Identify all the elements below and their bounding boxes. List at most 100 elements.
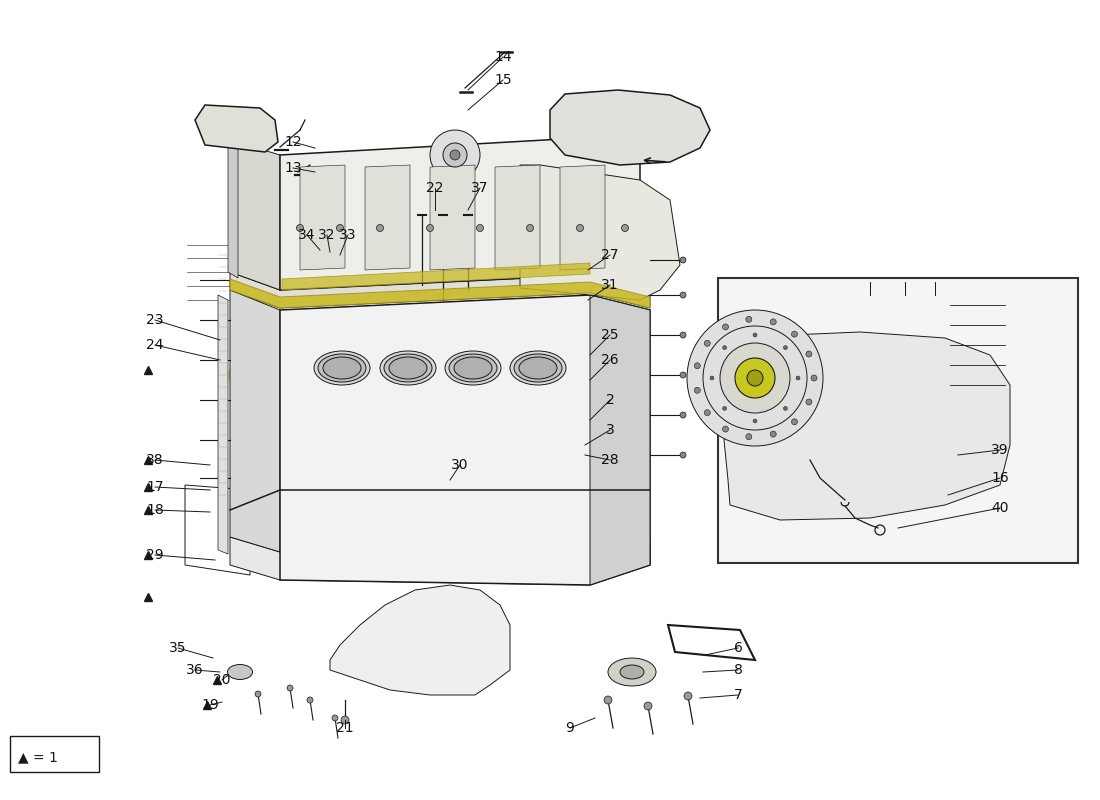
Text: 12: 12 <box>284 135 301 149</box>
Circle shape <box>443 143 468 167</box>
Circle shape <box>287 685 293 691</box>
Text: 34: 34 <box>298 228 316 242</box>
Circle shape <box>770 431 777 437</box>
Circle shape <box>754 419 757 423</box>
Circle shape <box>297 225 304 231</box>
Circle shape <box>621 225 628 231</box>
Text: 6: 6 <box>734 641 742 655</box>
Text: 32: 32 <box>318 228 336 242</box>
Text: 25: 25 <box>602 328 618 342</box>
Circle shape <box>806 399 812 405</box>
Circle shape <box>720 343 790 413</box>
Circle shape <box>527 225 534 231</box>
Ellipse shape <box>519 357 557 379</box>
Circle shape <box>710 376 714 380</box>
Text: 27: 27 <box>602 248 618 262</box>
Text: 23: 23 <box>146 313 164 327</box>
Text: eurocarparts: eurocarparts <box>219 342 620 518</box>
Polygon shape <box>230 279 650 308</box>
Circle shape <box>746 434 751 440</box>
Text: 24: 24 <box>146 338 164 352</box>
Circle shape <box>704 410 711 416</box>
Circle shape <box>680 412 686 418</box>
Text: 29: 29 <box>146 548 164 562</box>
Text: 13: 13 <box>284 161 301 175</box>
Text: 15: 15 <box>494 73 512 87</box>
Circle shape <box>796 376 800 380</box>
Circle shape <box>604 696 612 704</box>
Polygon shape <box>230 537 650 585</box>
Text: 18: 18 <box>146 503 164 517</box>
Ellipse shape <box>379 351 436 385</box>
Ellipse shape <box>510 351 566 385</box>
Circle shape <box>644 702 652 710</box>
Ellipse shape <box>608 658 656 686</box>
Circle shape <box>430 130 480 180</box>
Text: 39: 39 <box>991 443 1009 457</box>
Circle shape <box>332 715 338 721</box>
Text: 8: 8 <box>734 663 742 677</box>
Ellipse shape <box>314 351 370 385</box>
Circle shape <box>806 351 812 357</box>
Text: a part of your parts since 1985: a part of your parts since 1985 <box>354 462 605 558</box>
Circle shape <box>694 362 701 369</box>
Polygon shape <box>230 140 280 290</box>
Polygon shape <box>430 165 475 270</box>
Text: 20: 20 <box>213 673 231 687</box>
Ellipse shape <box>228 665 253 679</box>
Polygon shape <box>560 165 605 270</box>
Circle shape <box>694 387 701 394</box>
Text: 33: 33 <box>339 228 356 242</box>
Ellipse shape <box>389 357 427 379</box>
Text: 21: 21 <box>337 721 354 735</box>
Circle shape <box>684 692 692 700</box>
Polygon shape <box>550 90 710 165</box>
Polygon shape <box>724 332 1010 520</box>
Text: 28: 28 <box>602 453 619 467</box>
Polygon shape <box>195 105 278 152</box>
Circle shape <box>688 310 823 446</box>
Polygon shape <box>228 140 238 278</box>
Circle shape <box>427 225 433 231</box>
Text: 9: 9 <box>565 721 574 735</box>
Ellipse shape <box>446 351 501 385</box>
Circle shape <box>723 324 728 330</box>
Polygon shape <box>282 263 590 290</box>
Polygon shape <box>230 272 650 308</box>
Text: 40: 40 <box>991 501 1009 515</box>
Polygon shape <box>365 165 410 270</box>
Circle shape <box>704 340 711 346</box>
Circle shape <box>747 370 763 386</box>
Text: 2: 2 <box>606 393 615 407</box>
Polygon shape <box>300 165 345 270</box>
Polygon shape <box>230 290 280 552</box>
Circle shape <box>680 257 686 263</box>
Circle shape <box>792 419 798 425</box>
Circle shape <box>723 346 727 350</box>
Circle shape <box>723 426 728 432</box>
Circle shape <box>341 716 349 724</box>
Text: 7: 7 <box>734 688 742 702</box>
Circle shape <box>307 697 314 703</box>
Circle shape <box>450 150 460 160</box>
Circle shape <box>680 372 686 378</box>
Polygon shape <box>280 295 650 585</box>
Circle shape <box>783 346 788 350</box>
Text: 3: 3 <box>606 423 615 437</box>
Circle shape <box>811 375 817 381</box>
Text: 17: 17 <box>146 480 164 494</box>
Text: 38: 38 <box>146 453 164 467</box>
Circle shape <box>723 406 727 410</box>
Text: ▲ = 1: ▲ = 1 <box>18 750 58 764</box>
Text: 16: 16 <box>991 471 1009 485</box>
Circle shape <box>754 333 757 337</box>
Ellipse shape <box>318 354 366 382</box>
Polygon shape <box>218 295 228 554</box>
Circle shape <box>770 319 777 325</box>
Ellipse shape <box>384 354 432 382</box>
Polygon shape <box>520 165 680 300</box>
Ellipse shape <box>454 357 492 379</box>
Ellipse shape <box>449 354 497 382</box>
Ellipse shape <box>323 357 361 379</box>
Text: 19: 19 <box>201 698 219 712</box>
